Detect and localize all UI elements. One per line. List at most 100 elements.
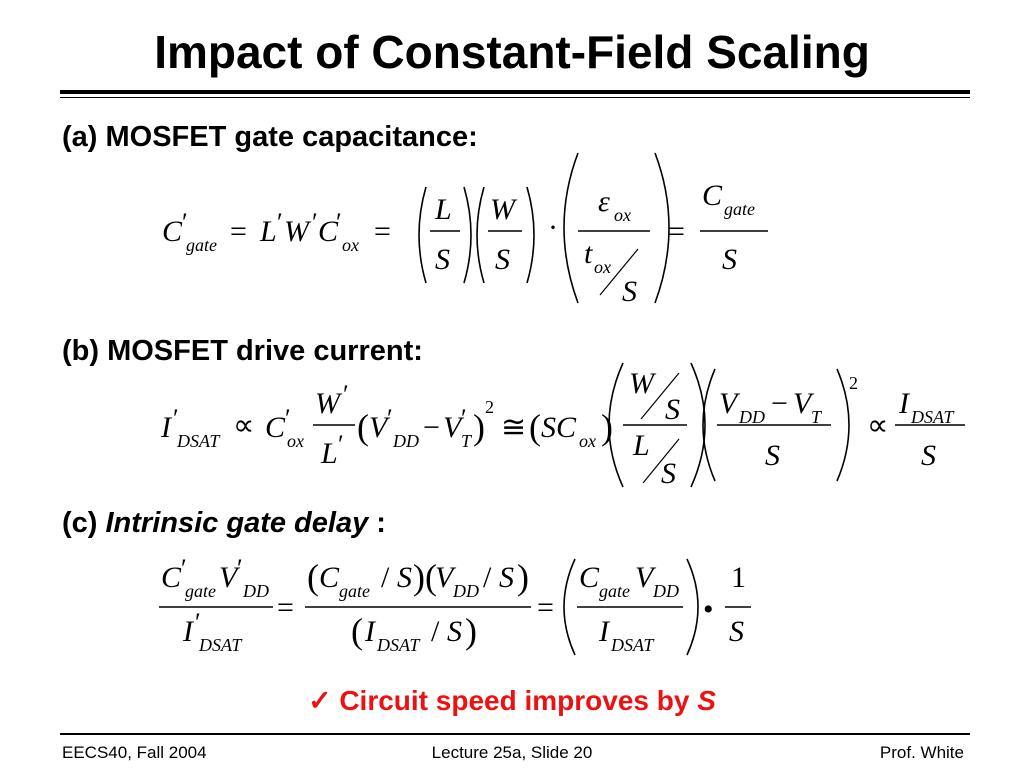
svg-text:ox: ox — [342, 235, 359, 255]
svg-text:·: · — [548, 211, 558, 244]
svg-text:(: ( — [529, 407, 541, 447]
conclusion-variable: S — [697, 685, 716, 716]
svg-text:ε: ε — [598, 185, 610, 218]
svg-text:′: ′ — [195, 608, 201, 637]
svg-text:∝: ∝ — [867, 409, 888, 442]
conclusion: ✓ Circuit speed improves by S — [0, 684, 1024, 718]
equation-a: C ′ gate = L ′ W ′ C′ ox = L S W S · ε ox t… — [162, 152, 768, 308]
svg-text:DD: DD — [392, 431, 419, 451]
svg-text:=: = — [537, 591, 554, 624]
svg-text:DSAT: DSAT — [910, 407, 955, 427]
svg-text:(: ( — [307, 557, 319, 597]
svg-text:=: = — [277, 591, 294, 624]
svg-text:′: ′ — [237, 554, 243, 583]
section-c-heading: (c) Intrinsic gate delay : — [62, 505, 386, 541]
svg-text:S: S — [921, 439, 936, 472]
svg-text:L: L — [320, 437, 338, 470]
svg-text:S: S — [435, 243, 450, 276]
svg-text:SC: SC — [541, 411, 577, 444]
svg-text:′: ′ — [336, 208, 342, 237]
svg-text:=: = — [374, 215, 391, 248]
svg-text:I: I — [598, 615, 611, 648]
svg-text:S: S — [495, 243, 510, 276]
svg-text:′: ′ — [461, 404, 467, 433]
svg-text:′: ′ — [338, 430, 344, 459]
svg-text:′: ′ — [277, 208, 283, 237]
svg-text:S: S — [729, 615, 744, 648]
svg-text:T: T — [811, 407, 823, 427]
svg-text:)(: )( — [413, 557, 437, 597]
svg-text:W: W — [284, 215, 312, 248]
svg-text:gate: gate — [599, 581, 630, 601]
svg-text:gate: gate — [339, 581, 370, 601]
svg-text:S: S — [622, 275, 637, 308]
checkmark-icon: ✓ — [308, 685, 332, 716]
svg-text:I: I — [898, 387, 911, 420]
svg-text:I: I — [182, 615, 195, 648]
conclusion-text: Circuit speed improves by — [339, 685, 698, 716]
section-c-prefix: (c) — [62, 507, 106, 539]
footer-course: EECS40, Fall 2004 — [62, 743, 207, 762]
svg-text:C: C — [702, 179, 723, 212]
svg-text:C: C — [579, 561, 600, 594]
svg-text:L: L — [632, 429, 650, 462]
svg-text:DSAT: DSAT — [376, 635, 421, 655]
footer-slide-number: Lecture 25a, Slide 20 — [431, 743, 593, 762]
svg-text:L: L — [434, 193, 452, 226]
svg-text:): ) — [465, 611, 477, 651]
svg-text:(: ( — [351, 611, 363, 651]
svg-text:ox: ox — [594, 257, 611, 277]
svg-text:I: I — [364, 615, 377, 648]
svg-text:ox: ox — [579, 431, 596, 451]
equation-b: I ′ DSAT ∝ C ′ ox W ′ L ′ ( V ′ DD − V ′ T ) 2… — [160, 362, 965, 490]
svg-text:I: I — [160, 411, 173, 444]
svg-text:−: − — [423, 411, 440, 444]
svg-text:=: = — [230, 215, 247, 248]
svg-text:C: C — [265, 411, 286, 444]
svg-text:W: W — [315, 387, 343, 420]
svg-text:′: ′ — [343, 380, 349, 409]
svg-text:V: V — [369, 411, 391, 444]
svg-text:′: ′ — [387, 404, 393, 433]
svg-text:/: / — [431, 615, 440, 648]
svg-text:gate: gate — [724, 199, 755, 219]
svg-text:=: = — [668, 215, 685, 248]
svg-text:′: ′ — [312, 208, 318, 237]
svg-text:V: V — [219, 561, 241, 594]
section-c-suffix: : — [368, 507, 386, 539]
svg-text:V: V — [435, 561, 457, 594]
svg-text:DD: DD — [652, 581, 679, 601]
svg-text:C: C — [318, 215, 339, 248]
svg-text:gate: gate — [185, 581, 216, 601]
svg-text:gate: gate — [186, 235, 217, 255]
svg-text:S: S — [447, 615, 462, 648]
svg-text:DD: DD — [452, 581, 479, 601]
svg-text:C: C — [162, 215, 183, 248]
svg-text:S: S — [722, 243, 737, 276]
svg-text:C: C — [161, 561, 182, 594]
title-rule-thin — [60, 97, 970, 98]
svg-text:′: ′ — [182, 208, 188, 237]
svg-text:2: 2 — [849, 373, 858, 393]
svg-text:V: V — [443, 411, 465, 444]
svg-text:): ) — [473, 407, 485, 447]
svg-text:V: V — [793, 387, 815, 420]
svg-text:W: W — [629, 367, 657, 400]
svg-text:T: T — [461, 431, 473, 451]
section-a-heading: (a) MOSFET gate capacitance: — [62, 121, 478, 153]
svg-text:2: 2 — [485, 397, 494, 417]
svg-text:): ) — [517, 557, 529, 597]
svg-text:S: S — [765, 439, 780, 472]
svg-text:′: ′ — [173, 404, 179, 433]
svg-text:DSAT: DSAT — [198, 635, 243, 655]
svg-text:S: S — [665, 393, 680, 426]
svg-text:S: S — [499, 561, 514, 594]
svg-text:≅: ≅ — [501, 411, 526, 444]
svg-text:/: / — [381, 561, 390, 594]
svg-text:ox: ox — [287, 431, 304, 451]
svg-text:DSAT: DSAT — [610, 635, 655, 655]
svg-text:C: C — [319, 561, 340, 594]
svg-text:•: • — [703, 593, 714, 626]
equation-c: C ′ gate V ′ DD I ′ DSAT = ( C gate / S )( … — [159, 554, 751, 656]
svg-text:ox: ox — [614, 205, 631, 225]
